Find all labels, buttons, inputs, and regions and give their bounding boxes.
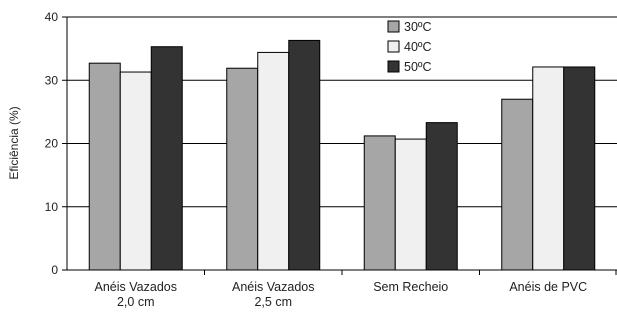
bar-50ºC-3	[563, 66, 596, 271]
y-tick-labels: 0 10 20 30 40	[45, 10, 59, 277]
x-category-label-line: Sem Recheio	[373, 280, 448, 294]
bar-30ºC-3	[501, 98, 534, 271]
x-category-label: Anéis de PVC	[509, 280, 587, 294]
legend-swatch-50ºC	[387, 60, 400, 73]
legend-swatch-40ºC	[387, 40, 400, 53]
y-tick-label: 40	[45, 10, 59, 24]
bar-50ºC-2	[425, 122, 458, 271]
y-axis-label: Eficiência (%)	[7, 106, 21, 179]
legend: 30ºC 40ºC 50ºC	[387, 20, 432, 74]
y-tick-label: 30	[45, 73, 59, 87]
axes	[62, 16, 617, 275]
x-category-label: Sem Recheio	[373, 280, 448, 294]
y-tick-label: 20	[45, 137, 59, 151]
bar-40ºC-3	[532, 66, 565, 271]
x-category-label-line: Anéis Vazados	[232, 280, 314, 294]
bar-50ºC-1	[288, 39, 321, 271]
bar-40ºC-2	[394, 138, 427, 271]
bar-40ºC-1	[257, 51, 290, 271]
legend-label: 40ºC	[404, 40, 432, 54]
bars	[88, 39, 596, 271]
legend-label: 30ºC	[404, 20, 432, 34]
x-category-label: Anéis Vazados 2,5 cm	[232, 280, 314, 309]
legend-label: 50ºC	[404, 60, 432, 74]
bar-50ºC-0	[150, 46, 183, 271]
bar-40ºC-0	[119, 71, 152, 271]
y-tick-label: 0	[51, 263, 58, 277]
bar-30ºC-0	[88, 62, 121, 271]
x-category-label-line: 2,0 cm	[117, 295, 155, 309]
x-category-label-line: 2,5 cm	[254, 295, 292, 309]
y-tick-label: 10	[45, 200, 59, 214]
bar-30ºC-1	[226, 67, 259, 271]
x-category-label: Anéis Vazados 2,0 cm	[95, 280, 177, 309]
x-category-label-line: Anéis Vazados	[95, 280, 177, 294]
x-category-label-line: Anéis de PVC	[509, 280, 587, 294]
legend-swatch-30ºC	[387, 20, 400, 33]
bar-30ºC-2	[363, 135, 396, 271]
